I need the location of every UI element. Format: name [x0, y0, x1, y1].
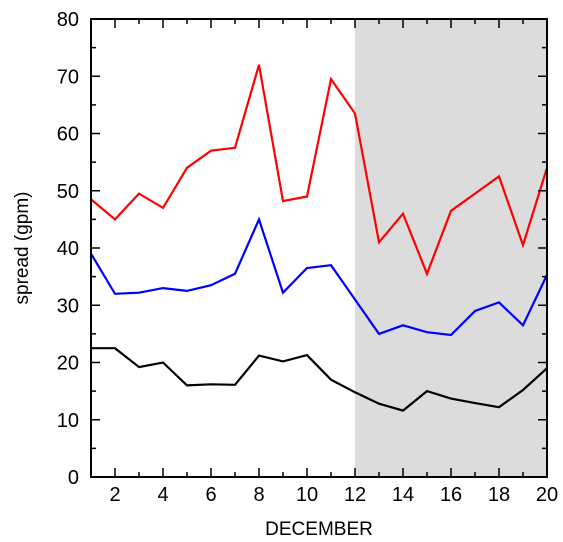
- y-tick-label: 10: [57, 410, 79, 432]
- x-tick-label: 12: [344, 484, 366, 506]
- y-axis-label: spread (gpm): [12, 192, 33, 305]
- x-axis-label: DECEMBER: [265, 519, 373, 540]
- series-layer: [90, 64, 549, 412]
- x-tick-label: 2: [109, 484, 120, 506]
- shaded-region-layer: [355, 19, 547, 477]
- x-tick-label: 18: [488, 484, 510, 506]
- y-tick-label: 70: [57, 66, 79, 88]
- y-tick-label: 50: [57, 181, 79, 203]
- y-tick-label: 80: [57, 9, 79, 31]
- tick-layer: 2 4 6 8 10 12 14 16 18 20 0 10 20 30 40 50 60 70 80: [57, 9, 558, 506]
- y-tick-label: 0: [68, 467, 79, 489]
- x-tick-label: 8: [253, 484, 264, 506]
- series-line-3: [91, 347, 548, 412]
- y-tick-label: 60: [57, 124, 79, 146]
- y-tick-label: 30: [57, 295, 79, 317]
- series-line-1: [90, 64, 549, 277]
- x-tick-label: 20: [536, 484, 558, 506]
- series-line-2: [90, 216, 548, 337]
- y-tick-label: 20: [57, 353, 79, 375]
- x-tick-label: 14: [392, 484, 414, 506]
- y-tick-label: 40: [57, 238, 79, 260]
- x-tick-label: 10: [296, 484, 318, 506]
- shaded-region: [355, 19, 547, 477]
- x-tick-label: 16: [440, 484, 462, 506]
- x-tick-label: 6: [205, 484, 216, 506]
- x-tick-label: 4: [157, 484, 168, 506]
